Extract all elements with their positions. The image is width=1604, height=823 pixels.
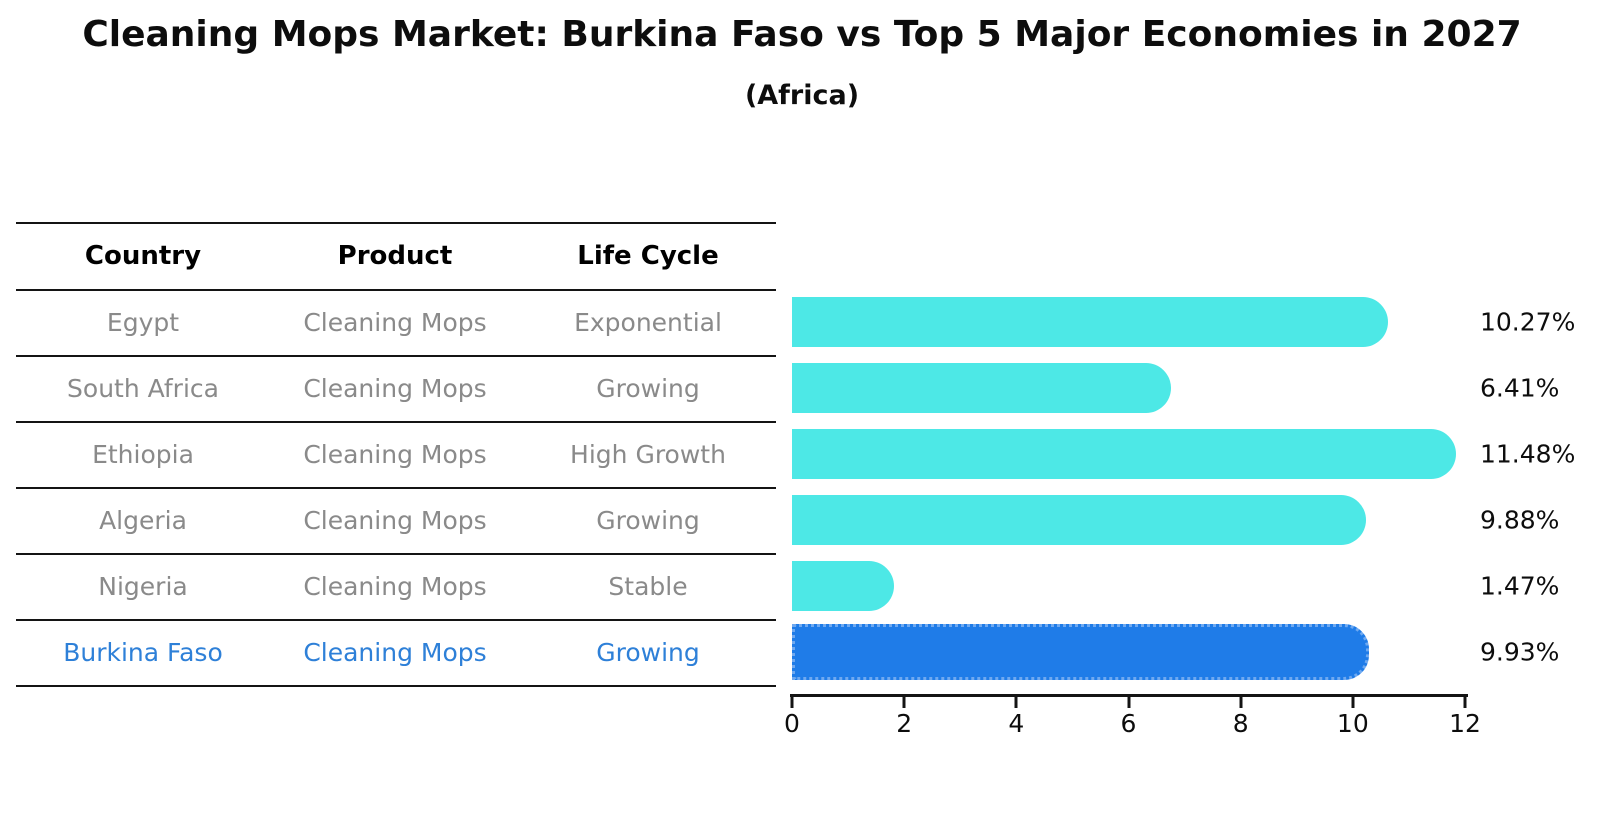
x-tick-label: 0 — [784, 709, 800, 738]
chart-title: Cleaning Mops Market: Burkina Faso vs To… — [82, 14, 1522, 55]
x-tick-label: 10 — [1336, 709, 1369, 738]
bar-highlight — [792, 624, 1369, 680]
value-label: 9.93% — [1480, 637, 1560, 667]
x-tick — [902, 697, 906, 708]
table-cell-product: Cleaning Mops — [303, 572, 487, 601]
x-tick-label: 4 — [1008, 709, 1025, 738]
x-tick — [790, 697, 794, 708]
table-header-row: Country Product Life Cycle — [16, 224, 776, 291]
bar-row — [792, 355, 1466, 421]
value-label: 1.47% — [1480, 571, 1560, 601]
x-tick-label: 2 — [896, 709, 913, 738]
table-cell-product: Cleaning Mops — [303, 308, 487, 337]
table-row: Burkina Faso Cleaning Mops Growing — [16, 621, 776, 687]
x-tick-label: 8 — [1232, 709, 1249, 738]
x-tick — [1014, 697, 1018, 708]
bar-row — [792, 421, 1466, 487]
bar-row — [792, 289, 1466, 355]
table-cell-life-cycle: Stable — [608, 572, 688, 601]
table-cell-country: Ethiopia — [92, 440, 194, 469]
table-cell-product: Cleaning Mops — [303, 440, 487, 469]
table-cell-country: Nigeria — [98, 572, 188, 601]
bar-plot — [792, 289, 1466, 685]
bar — [792, 561, 894, 611]
table-cell-product: Cleaning Mops — [303, 638, 487, 667]
table-cell-life-cycle: Growing — [596, 506, 700, 535]
table-header-cell: Product — [337, 241, 453, 271]
x-tick — [1127, 697, 1130, 708]
table-row: South Africa Cleaning Mops Growing — [16, 357, 776, 423]
x-tick-label: 6 — [1120, 709, 1137, 738]
bar — [792, 495, 1366, 545]
table-row: Ethiopia Cleaning Mops High Growth — [16, 423, 776, 489]
table-cell-life-cycle: Growing — [596, 638, 700, 667]
table-header-cell: Life Cycle — [577, 241, 719, 271]
bar — [792, 429, 1456, 479]
table-cell-country: Algeria — [99, 506, 187, 535]
data-table: Country Product Life Cycle Egypt Cleaning M… — [16, 222, 776, 687]
x-tick — [1239, 697, 1243, 708]
value-label: 11.48% — [1480, 439, 1576, 469]
table-cell-life-cycle: Growing — [596, 374, 700, 403]
x-axis-line — [790, 694, 1468, 697]
table-header-cell: Country — [84, 241, 202, 271]
value-label: 10.27% — [1480, 307, 1576, 337]
value-label: 9.88% — [1480, 505, 1560, 535]
bar-row — [792, 553, 1466, 619]
table-cell-country: Egypt — [106, 308, 180, 337]
bar — [792, 297, 1388, 347]
table-cell-country: South Africa — [67, 374, 219, 403]
table-row: Nigeria Cleaning Mops Stable — [16, 555, 776, 621]
x-tick — [1463, 697, 1467, 708]
table-row: Algeria Cleaning Mops Growing — [16, 489, 776, 555]
x-tick-label: 12 — [1449, 709, 1481, 738]
table-row: Egypt Cleaning Mops Exponential — [16, 291, 776, 357]
table-cell-life-cycle: High Growth — [570, 440, 726, 469]
bar-row — [792, 487, 1466, 553]
x-tick — [1351, 697, 1355, 708]
value-label: 6.41% — [1480, 373, 1560, 403]
table-cell-product: Cleaning Mops — [303, 506, 487, 535]
bar — [792, 363, 1171, 413]
chart-subtitle: (Africa) — [744, 80, 860, 111]
bar-row — [792, 619, 1466, 685]
table-cell-life-cycle: Exponential — [574, 308, 722, 337]
table-cell-product: Cleaning Mops — [303, 374, 487, 403]
table-cell-country: Burkina Faso — [63, 638, 223, 667]
